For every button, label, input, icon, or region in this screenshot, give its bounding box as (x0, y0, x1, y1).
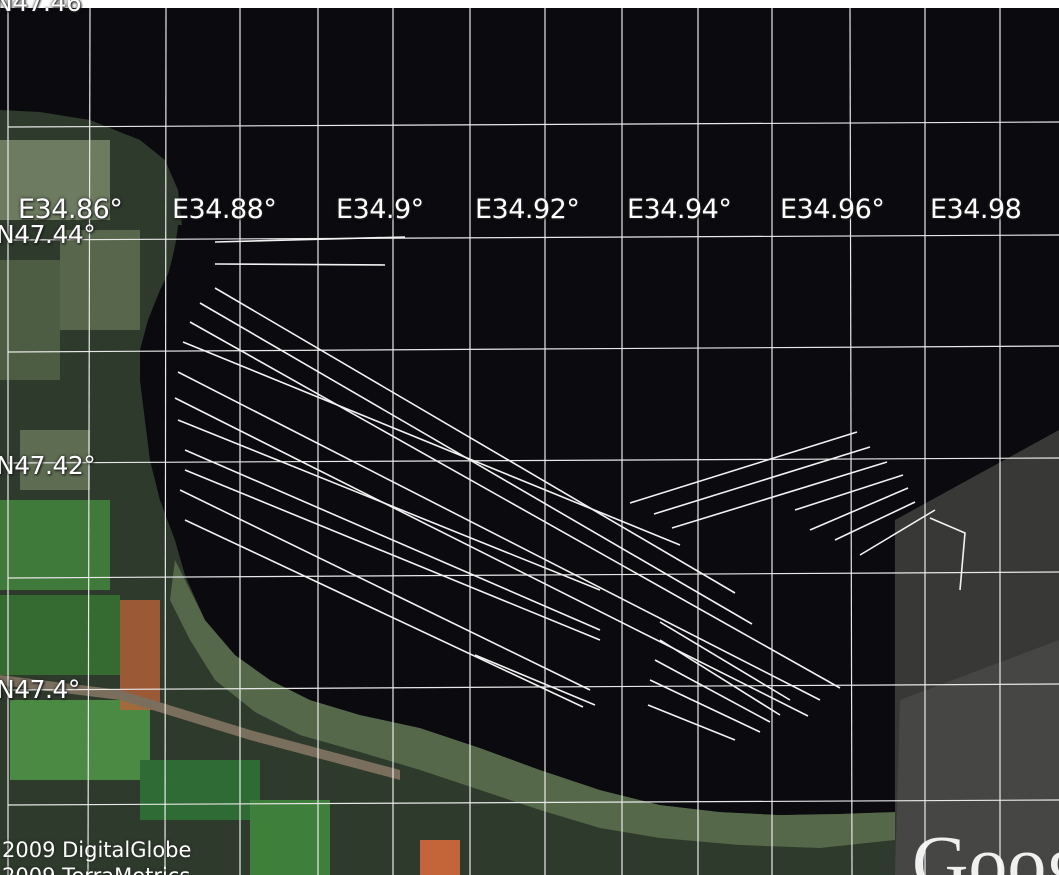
longitude-label: E34.88° (172, 194, 277, 225)
latitude-label: N47.4° (0, 675, 80, 704)
latitude-label: N47.46 (0, 0, 82, 17)
coordinate-grid (7, 7, 1059, 875)
longitude-label: E34.98 (930, 194, 1022, 225)
survey-tracks (174, 236, 966, 741)
google-logo: Google (912, 819, 1059, 875)
longitude-label: E34.86° (18, 194, 123, 225)
longitude-label: E34.94° (627, 194, 732, 225)
longitude-label: E34.9° (336, 194, 424, 225)
latitude-label: N47.42° (0, 451, 96, 480)
top-border (0, 0, 1059, 8)
shore-vegetation (170, 560, 895, 848)
imagery-attribution-second: 2009 TerraMetrics (2, 866, 190, 875)
imagery-attribution: 2009 DigitalGlobe (2, 838, 192, 862)
longitude-label: E34.96° (780, 194, 885, 225)
attribution-line-2: 2009 TerraMetrics (2, 866, 190, 875)
field-1 (0, 500, 110, 590)
longitude-label: E34.92° (475, 194, 580, 225)
latitude-label: N47.44° (0, 220, 96, 249)
